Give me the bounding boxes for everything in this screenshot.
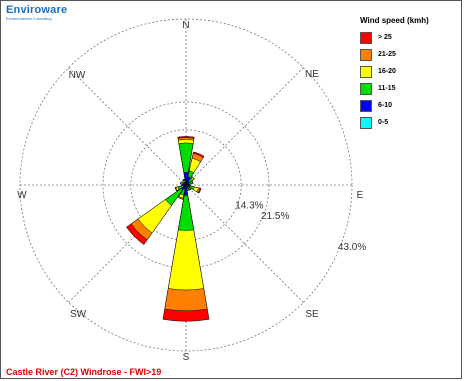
legend-swatch <box>360 82 372 95</box>
legend-label: > 25 <box>378 34 392 41</box>
legend-swatch <box>360 99 372 112</box>
legend-item: 11-15 <box>360 80 429 97</box>
legend-swatch <box>360 48 372 61</box>
ring-2 <box>102 101 270 269</box>
legend-title: Wind speed (kmh) <box>360 16 429 25</box>
legend-item: 16-20 <box>360 63 429 80</box>
direction-label-w: W <box>17 190 27 201</box>
petal-8-bin-2 <box>178 184 194 231</box>
legend-item: 21-25 <box>360 46 429 63</box>
enviroware-logo: Enviroware Environmental Consulting <box>6 4 67 21</box>
direction-label-sw: SW <box>70 309 87 320</box>
direction-label-ne: NE <box>305 69 319 80</box>
petal-10-bin-2 <box>165 184 187 206</box>
spoke-ne <box>185 67 304 186</box>
chart-title: Castle River (C2) Windrose - FWI>19 <box>6 367 162 377</box>
petal-1-bin-1 <box>185 176 191 186</box>
petal-8-bin-3 <box>167 184 205 291</box>
legend-swatch <box>360 65 372 78</box>
legend-label: 6-10 <box>378 102 393 109</box>
legend-swatch <box>360 31 372 44</box>
logo-tagline: Environmental Consulting <box>6 16 52 21</box>
legend-label: 11-15 <box>378 85 396 92</box>
legend-swatch <box>360 116 372 129</box>
direction-label-se: SE <box>305 309 319 320</box>
petal-0-bin-1 <box>183 172 189 186</box>
legend-label: 21-25 <box>378 51 396 58</box>
direction-label-nw: NW <box>69 70 86 81</box>
legend-item: 6-10 <box>360 97 429 114</box>
legend-item: 0-5 <box>360 114 429 131</box>
ring-label-2: 21.5% <box>261 211 289 222</box>
logo-name: Enviroware <box>6 4 68 16</box>
legend-label: 0-5 <box>378 119 389 126</box>
ring-label-3: 43.0% <box>338 242 366 253</box>
ring-label-1: 14.3% <box>235 201 263 212</box>
direction-label-s: S <box>183 352 190 363</box>
speed-legend: Wind speed (kmh) > 25 21-25 16-20 11-15 6-10… <box>360 16 429 131</box>
legend-label: 16-20 <box>378 68 396 75</box>
direction-label-n: N <box>182 20 189 31</box>
petal-0-bin-2 <box>178 142 194 186</box>
petal-8-bin-1 <box>183 184 189 196</box>
legend-item: > 25 <box>360 29 429 46</box>
ring-1 <box>130 129 242 241</box>
direction-label-e: E <box>357 190 364 201</box>
petal-10-bin-1 <box>180 184 187 191</box>
